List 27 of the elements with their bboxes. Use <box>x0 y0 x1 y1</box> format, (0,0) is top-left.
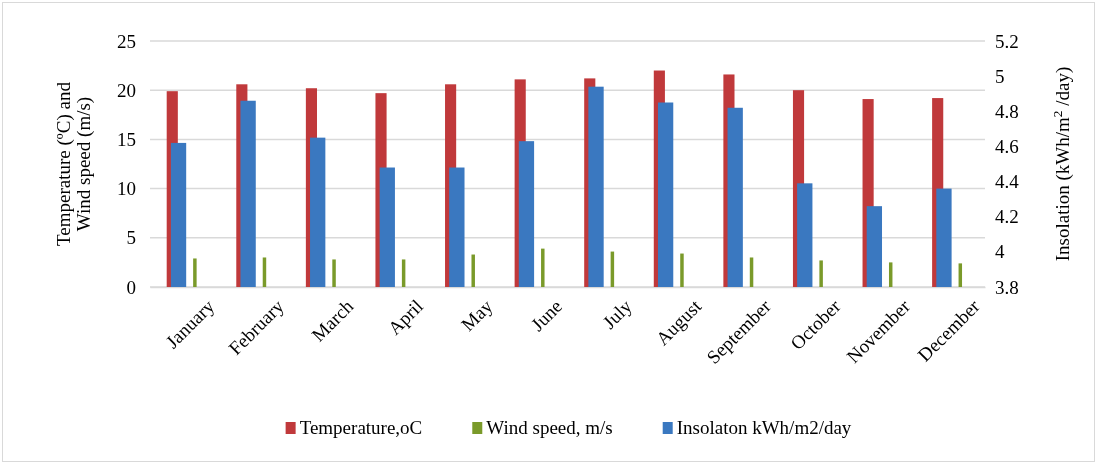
bar <box>819 260 823 287</box>
legend-label: Insolaton kWh/m2/day <box>676 417 852 438</box>
bar <box>193 258 197 287</box>
y-tick-label: 15 <box>117 128 136 150</box>
y-tick-label: 25 <box>117 30 136 52</box>
bar <box>332 259 336 287</box>
y2-tick-label: 4.8 <box>995 100 1019 122</box>
bar <box>471 254 475 287</box>
x-tick-label: July <box>598 295 637 333</box>
y2-tick-label: 5.2 <box>995 30 1019 52</box>
y2-tick-label: 4.6 <box>995 136 1019 158</box>
y2-tick-label: 4 <box>995 241 1005 263</box>
y-tick-label: 5 <box>126 227 136 249</box>
x-tick-label: June <box>526 295 567 336</box>
y-tick-label: 20 <box>117 79 136 101</box>
y2-tick-label: 4.2 <box>995 206 1019 228</box>
y2-tick-label: 5 <box>995 65 1005 87</box>
y-tick-label: 0 <box>126 276 136 298</box>
x-tick-label: May <box>457 295 497 336</box>
legend-label: Temperature,oC <box>299 417 423 438</box>
y2-tick-label: 3.8 <box>995 276 1019 298</box>
bar <box>680 253 684 287</box>
legend-label: Wind speed, m/s <box>486 417 613 438</box>
y-axis-title: Temperature (ºC) and Wind speed (m/s) <box>52 81 96 246</box>
bar <box>541 248 545 287</box>
y-tick-label: 10 <box>117 178 136 200</box>
y2-tick-label: 4.4 <box>995 171 1020 193</box>
